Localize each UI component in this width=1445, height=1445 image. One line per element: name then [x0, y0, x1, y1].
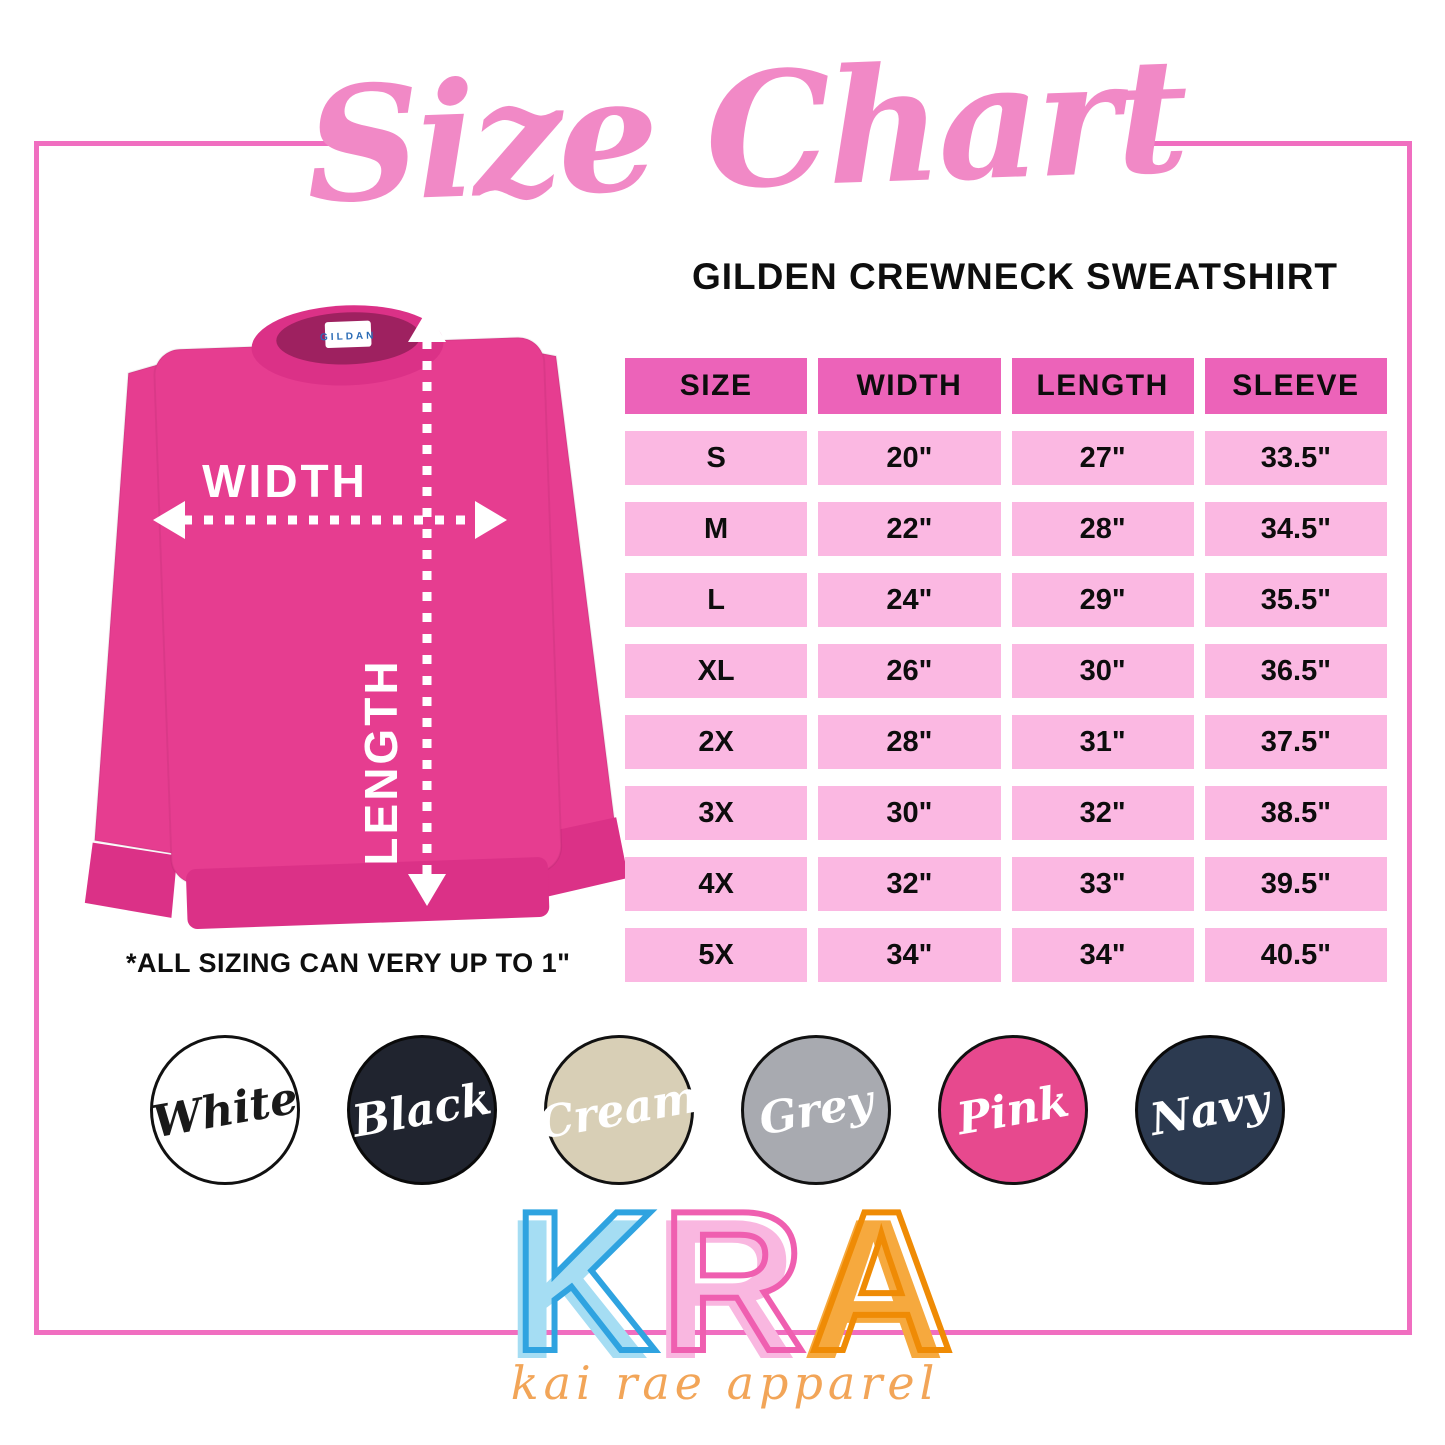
- table-cell: 22": [818, 502, 1001, 556]
- length-arrowhead-top: [408, 310, 446, 342]
- table-header-sleeve: SLEEVE: [1204, 358, 1387, 414]
- color-swatch-label: Cream: [535, 1070, 703, 1150]
- title-box: Size Chart: [303, 10, 1187, 252]
- logo-letter-fill: R: [652, 1178, 798, 1401]
- table-cell: 29": [1011, 573, 1194, 627]
- color-swatch-label: Navy: [1146, 1074, 1274, 1146]
- color-swatch-label: Pink: [953, 1075, 1073, 1145]
- logo-letter-r: R R: [653, 1179, 808, 1390]
- sweatshirt-illustration: GILDAN WIDTH LENGTH: [84, 305, 629, 929]
- table-cell: XL: [625, 644, 808, 698]
- table-cell: M: [625, 502, 808, 556]
- table-cell: 40.5": [1204, 928, 1387, 982]
- table-header-width: WIDTH: [818, 358, 1001, 414]
- logo-letter-outline: R: [658, 1170, 808, 1393]
- width-arrowhead-right: [475, 501, 507, 539]
- table-cell: 38.5": [1204, 786, 1387, 840]
- width-arrowhead-left: [153, 501, 185, 539]
- table-cell: 34": [1011, 928, 1194, 982]
- color-swatch-cream: Cream: [535, 1035, 703, 1185]
- table-cell: 33": [1011, 857, 1194, 911]
- color-swatch-pink: Pink: [938, 1035, 1088, 1185]
- table-cell: 24": [818, 573, 1001, 627]
- table-cell: 28": [818, 715, 1001, 769]
- table-cell: 27": [1011, 431, 1194, 485]
- table-cell: 34": [818, 928, 1001, 982]
- table-cell: 31": [1011, 715, 1194, 769]
- table-cell: 20": [818, 431, 1001, 485]
- table-cell: 32": [818, 857, 1001, 911]
- table-cell: L: [625, 573, 808, 627]
- table-cell: 34.5": [1204, 502, 1387, 556]
- waistband: [186, 857, 550, 929]
- table-cell: 35.5": [1204, 573, 1387, 627]
- logo-letter-outline: A: [806, 1170, 956, 1393]
- sizing-disclaimer: *ALL SIZING CAN VERY UP TO 1": [126, 948, 571, 978]
- left-cuff: [84, 842, 178, 918]
- brand-logo-kra: K K R R A A: [495, 1179, 956, 1390]
- brand-tagline: kai rae apparel: [510, 1356, 940, 1410]
- table-cell: 37.5": [1204, 715, 1387, 769]
- length-arrowhead-bottom: [408, 874, 446, 906]
- table-cell: 5X: [625, 928, 808, 982]
- neck-tag-brand: GILDAN: [320, 330, 377, 343]
- table-cell: 33.5": [1204, 431, 1387, 485]
- page-title: Size Chart: [302, 23, 1188, 239]
- logo-letter-a: A A: [801, 1179, 956, 1390]
- color-swatch-white: White: [148, 1035, 302, 1185]
- color-swatch-label: Black: [348, 1072, 496, 1148]
- logo-letter-fill: A: [801, 1178, 946, 1401]
- table-cell: 30": [818, 786, 1001, 840]
- table-cell: 3X: [625, 786, 808, 840]
- color-swatch-label: Grey: [755, 1074, 877, 1146]
- color-swatch-label: White: [148, 1072, 302, 1148]
- logo-letter-outline: K: [509, 1170, 659, 1393]
- table-cell: 36.5": [1204, 644, 1387, 698]
- table-cell: 4X: [625, 857, 808, 911]
- table-cell: 32": [1011, 786, 1194, 840]
- color-swatch-navy: Navy: [1135, 1035, 1285, 1185]
- length-arrow: [408, 310, 446, 906]
- sweatshirt-diagram: GILDAN WIDTH LENGTH: [45, 292, 629, 942]
- table-cell: 39.5": [1204, 857, 1387, 911]
- table-header-length: LENGTH: [1011, 358, 1194, 414]
- table-cell: S: [625, 431, 808, 485]
- color-swatch-black: Black: [347, 1035, 497, 1185]
- logo-letter-k: K K: [504, 1179, 659, 1390]
- table-cell: 2X: [625, 715, 808, 769]
- width-dimension-label: WIDTH: [202, 455, 368, 507]
- width-arrow: [153, 501, 507, 539]
- table-cell: 28": [1011, 502, 1194, 556]
- neck-tag: [324, 320, 372, 349]
- product-subtitle: GILDEN CREWNECK SWEATSHIRT: [691, 256, 1339, 297]
- sweatshirt-shape: GILDAN: [84, 305, 629, 929]
- table-cell: 26": [818, 644, 1001, 698]
- logo-letter-fill: K: [504, 1178, 649, 1401]
- size-chart-table: SIZE WIDTH LENGTH SLEEVE S 20" 27" 33.5"…: [625, 358, 1387, 982]
- table-header-size: SIZE: [625, 358, 808, 414]
- table-cell: 30": [1011, 644, 1194, 698]
- length-dimension-label: LENGTH: [355, 658, 407, 865]
- color-swatch-grey: Grey: [741, 1035, 891, 1185]
